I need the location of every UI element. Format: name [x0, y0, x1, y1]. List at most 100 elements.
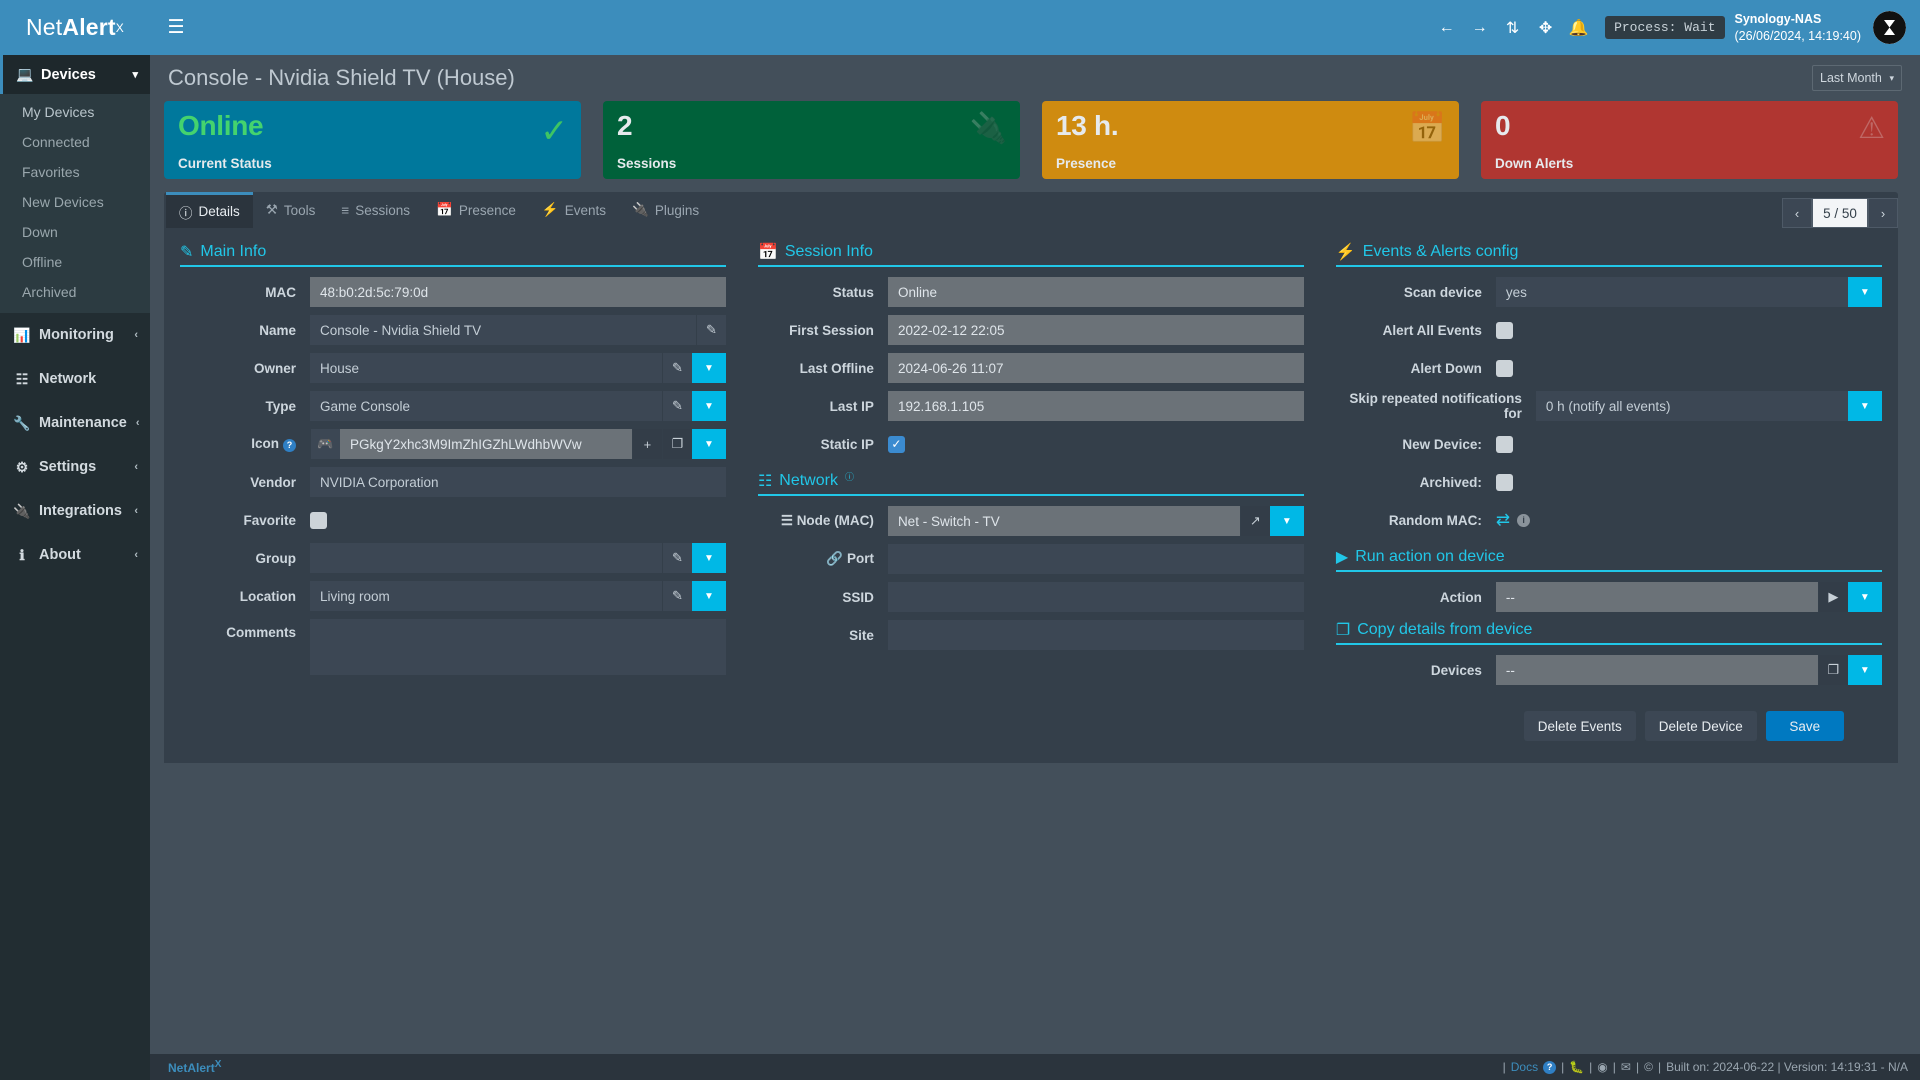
group-input[interactable]: [310, 543, 662, 573]
field-ssid: SSID: [758, 582, 1304, 612]
copyright-icon[interactable]: ©: [1644, 1060, 1653, 1074]
chevron-down-icon[interactable]: ▼: [691, 391, 726, 421]
sidebar-item-favorites[interactable]: Favorites: [0, 157, 150, 187]
sidebar-item-new-devices[interactable]: New Devices: [0, 187, 150, 217]
plug-icon: 🔌: [632, 202, 649, 217]
save-button[interactable]: Save: [1765, 711, 1844, 741]
play-icon[interactable]: ▶: [1817, 582, 1848, 612]
arrow-right-icon[interactable]: →: [1471, 18, 1488, 36]
name-input[interactable]: Console - Nvidia Shield TV: [310, 315, 696, 345]
scan-device-select[interactable]: yes: [1495, 277, 1848, 307]
footer-docs-link[interactable]: Docs: [1510, 1060, 1539, 1074]
chevron-down-icon[interactable]: ▼: [691, 353, 726, 383]
tab-events[interactable]: ⚡ Events: [529, 192, 619, 228]
sidebar-item-network[interactable]: ☷ Network: [0, 357, 150, 401]
footer-brand[interactable]: NetAlertX: [168, 1059, 221, 1075]
pencil-icon[interactable]: ✎: [661, 391, 692, 421]
pencil-icon[interactable]: ✎: [661, 353, 692, 383]
copy-devices-select[interactable]: --: [1495, 655, 1818, 685]
bug-icon[interactable]: 🐛: [1569, 1060, 1585, 1074]
chevron-down-icon[interactable]: ▼: [1847, 582, 1882, 612]
chevron-down-icon[interactable]: ▼: [691, 543, 726, 573]
help-icon[interactable]: ⓘ: [844, 471, 854, 482]
delete-device-button[interactable]: Delete Device: [1644, 711, 1757, 741]
icon-code-input[interactable]: PGkgY2xhc3M9ImZhIGZhLWdhbWVw: [340, 429, 632, 459]
field-vendor: Vendor NVIDIA Corporation: [180, 467, 726, 497]
bell-icon[interactable]: 🔔: [1568, 19, 1589, 37]
stat-current-status[interactable]: Online ✓ Current Status: [164, 101, 581, 179]
pencil-icon[interactable]: ✎: [661, 581, 692, 611]
mail-icon[interactable]: ✉: [1620, 1060, 1631, 1074]
port-input[interactable]: [887, 544, 1304, 574]
menu-icon[interactable]: ☰: [167, 17, 185, 38]
pager-prev-button[interactable]: ‹: [1782, 198, 1812, 228]
tab-sessions[interactable]: ≡ Sessions: [328, 192, 423, 228]
new-device-checkbox[interactable]: [1495, 435, 1513, 453]
chevron-down-icon[interactable]: ▼: [1847, 277, 1882, 307]
stat-sessions[interactable]: 2 🔌 Sessions: [603, 101, 1020, 179]
chevron-down-icon[interactable]: ▼: [1847, 391, 1882, 421]
alert-down-checkbox[interactable]: [1495, 359, 1513, 377]
alert-all-events-checkbox[interactable]: [1495, 321, 1513, 339]
tab-presence[interactable]: 📅 Presence: [423, 192, 529, 228]
sidebar-item-monitoring[interactable]: 📊 Monitoring ‹: [0, 313, 150, 357]
favorite-checkbox[interactable]: [310, 511, 327, 529]
chevron-down-icon[interactable]: ▼: [691, 581, 726, 611]
sidebar-item-integrations[interactable]: 🔌 Integrations ‹: [0, 489, 150, 533]
tab-plugins[interactable]: 🔌 Plugins: [619, 192, 712, 228]
sidebar-item-connected[interactable]: Connected: [0, 127, 150, 157]
sidebar-item-settings[interactable]: ⚙ Settings ‹: [0, 445, 150, 489]
site-input[interactable]: [887, 620, 1304, 650]
chevron-down-icon[interactable]: ▼: [691, 429, 726, 459]
delete-events-button[interactable]: Delete Events: [1523, 711, 1636, 741]
type-input[interactable]: Game Console: [310, 391, 662, 421]
sidebar-item-down[interactable]: Down: [0, 217, 150, 247]
chevron-down-icon[interactable]: ▼: [1269, 506, 1304, 536]
period-select[interactable]: Last Month ▾: [1812, 65, 1902, 91]
stat-down-alerts[interactable]: 0 ⚠ Down Alerts: [1481, 101, 1898, 179]
owner-input[interactable]: House: [310, 353, 662, 383]
arrow-left-icon[interactable]: ←: [1438, 18, 1455, 36]
sidebar-item-my-devices[interactable]: My Devices: [0, 97, 150, 127]
move-icon[interactable]: ✥: [1538, 19, 1553, 37]
vendor-label: Vendor: [250, 474, 296, 490]
add-icon[interactable]: +: [631, 429, 662, 459]
ssid-label: SSID: [842, 589, 874, 605]
sidebar-item-archived[interactable]: Archived: [0, 277, 150, 307]
copy-icon[interactable]: ❐: [661, 429, 692, 459]
node-mac-input[interactable]: Net - Switch - TV: [887, 506, 1240, 536]
help-icon[interactable]: ?: [283, 438, 296, 452]
tab-details[interactable]: ⓘ Details: [166, 192, 253, 228]
action-select[interactable]: --: [1495, 582, 1818, 612]
copy-icon[interactable]: ❐: [1817, 655, 1848, 685]
pencil-icon[interactable]: ✎: [661, 543, 692, 573]
section-title: Run action on device: [1355, 548, 1505, 565]
github-icon[interactable]: ◉: [1597, 1060, 1608, 1074]
calendar-icon: 📅: [436, 202, 453, 217]
check-icon: ✓: [540, 112, 568, 149]
skip-repeated-select[interactable]: 0 h (notify all events): [1535, 391, 1848, 421]
tab-tools[interactable]: ⚒ Tools: [253, 192, 329, 228]
avatar[interactable]: [1873, 11, 1906, 44]
pencil-icon[interactable]: ✎: [695, 315, 726, 345]
ssid-input[interactable]: [887, 582, 1304, 612]
external-link-icon[interactable]: ↗: [1239, 506, 1270, 536]
comments-textarea[interactable]: [310, 619, 726, 675]
archived-checkbox[interactable]: [1495, 473, 1513, 491]
pager-next-button[interactable]: ›: [1868, 198, 1898, 228]
stat-presence[interactable]: 13 h. 📅 Presence: [1042, 101, 1459, 179]
location-input[interactable]: Living room: [310, 581, 662, 611]
sidebar-item-devices[interactable]: 💻 Devices ▾: [0, 55, 150, 94]
info-icon[interactable]: i: [1517, 513, 1531, 527]
static-ip-checkbox[interactable]: ✓: [887, 435, 905, 453]
refresh-icon[interactable]: ⇅: [1505, 19, 1520, 37]
help-icon[interactable]: ?: [1543, 1060, 1557, 1074]
sidebar-item-offline[interactable]: Offline: [0, 247, 150, 277]
brand-name-pre: Net: [25, 14, 63, 40]
bolt-icon: ⚡: [541, 202, 559, 217]
section-main-info-header: ✎ Main Info: [180, 242, 726, 267]
sidebar-item-maintenance[interactable]: 🔧 Maintenance ‹: [0, 401, 150, 445]
brand-logo[interactable]: Net Alert X: [0, 0, 150, 55]
sidebar-item-about[interactable]: ℹ About ‹: [0, 533, 150, 577]
chevron-down-icon[interactable]: ▼: [1847, 655, 1882, 685]
